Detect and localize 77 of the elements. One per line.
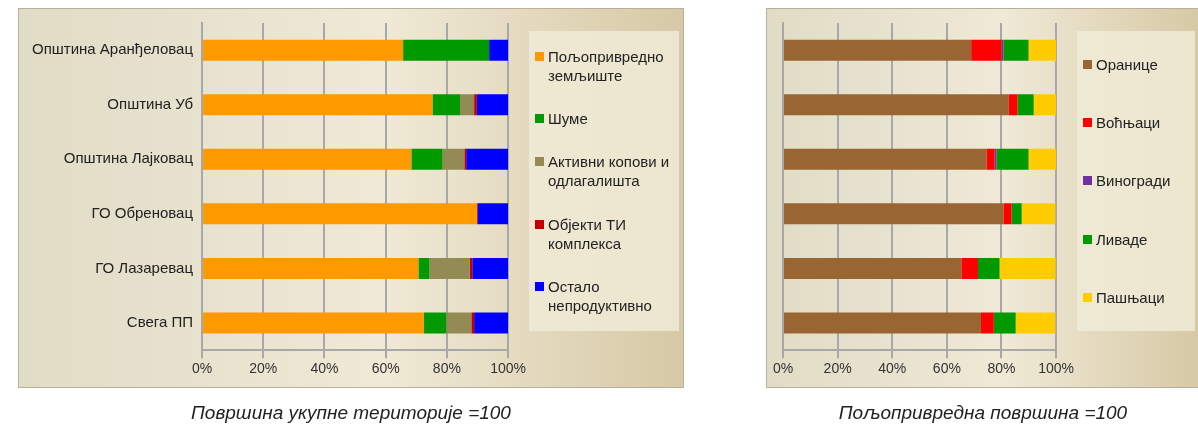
x-tick-label: 60%	[371, 360, 400, 377]
legend-label: Пољопривредно земљиште	[548, 47, 665, 86]
legend-label: Активни копови и одлагалишта	[548, 152, 671, 191]
x-axis-title: Површина укупне територије =100	[191, 402, 511, 424]
x-tick-label: 100%	[490, 360, 526, 377]
x-tick-label: 100%	[1038, 360, 1074, 377]
bar	[477, 203, 509, 225]
bar	[474, 312, 509, 334]
bar	[981, 312, 994, 334]
bar	[203, 312, 424, 334]
bar	[203, 203, 477, 225]
bar	[466, 148, 509, 170]
bar	[489, 39, 509, 61]
bar	[784, 257, 962, 279]
x-axis-title: Пољопривредна површина =100	[838, 402, 1128, 424]
bar	[446, 312, 472, 334]
bar	[784, 94, 1009, 116]
x-tick-label: 20%	[249, 360, 278, 377]
legend-label: Оранице	[1096, 54, 1158, 74]
bar	[203, 39, 404, 61]
bar	[471, 312, 475, 334]
bar	[977, 257, 1000, 279]
legend-label: Воћњаци	[1096, 113, 1161, 133]
legend-label: Објекти ТИ комплекса	[548, 214, 628, 253]
legend-label: Ливаде	[1096, 229, 1148, 249]
bar	[432, 94, 461, 116]
x-tick-label: 80%	[987, 360, 1016, 377]
bar	[784, 39, 972, 61]
bar	[472, 257, 509, 279]
x-tick-label: 60%	[932, 360, 961, 377]
bar	[442, 148, 465, 170]
bar	[1028, 39, 1057, 61]
bar	[1021, 203, 1056, 225]
bar	[203, 148, 412, 170]
bar	[1017, 94, 1034, 116]
x-tick-label: 40%	[878, 360, 907, 377]
bar	[996, 148, 1029, 170]
bar	[961, 257, 978, 279]
x-tick-label: 20%	[823, 360, 852, 377]
bar	[476, 94, 509, 116]
legend-label: Виногради	[1096, 171, 1171, 191]
bar	[986, 148, 995, 170]
x-tick-label: 80%	[432, 360, 461, 377]
x-tick-label: 0%	[772, 360, 794, 377]
y-tick-label: Општина Лајковац	[63, 149, 194, 167]
y-tick-label: Општина Аранђеловац	[31, 40, 194, 58]
legend-label: Пашњаци	[1096, 288, 1165, 308]
bar	[784, 148, 987, 170]
legend-label: Шуме	[548, 109, 588, 129]
bar	[203, 257, 419, 279]
bar	[1028, 148, 1057, 170]
y-tick-label: ГО Лазаревац	[95, 258, 194, 276]
bar	[999, 257, 1056, 279]
bar	[971, 39, 1002, 61]
bar	[1015, 312, 1056, 334]
bar	[460, 94, 475, 116]
bar	[1008, 94, 1018, 116]
bar	[1011, 203, 1022, 225]
bar	[418, 257, 430, 279]
bar	[784, 203, 1004, 225]
x-tick-label: 0%	[191, 360, 213, 377]
bar	[403, 39, 490, 61]
bar	[1033, 94, 1057, 116]
bar	[784, 312, 981, 334]
y-tick-label: Општина Уб	[107, 94, 194, 112]
bar	[1003, 39, 1029, 61]
bar	[474, 94, 477, 116]
y-tick-label: ГО Обреновац	[91, 204, 194, 222]
bar	[423, 312, 447, 334]
legend-label: Остало непродуктивно	[548, 276, 653, 315]
y-tick-label: Свега ПП	[126, 313, 194, 331]
bar	[411, 148, 443, 170]
bar	[203, 94, 433, 116]
bar	[429, 257, 470, 279]
x-tick-label: 40%	[310, 360, 339, 377]
bar	[1003, 203, 1012, 225]
bar	[993, 312, 1016, 334]
